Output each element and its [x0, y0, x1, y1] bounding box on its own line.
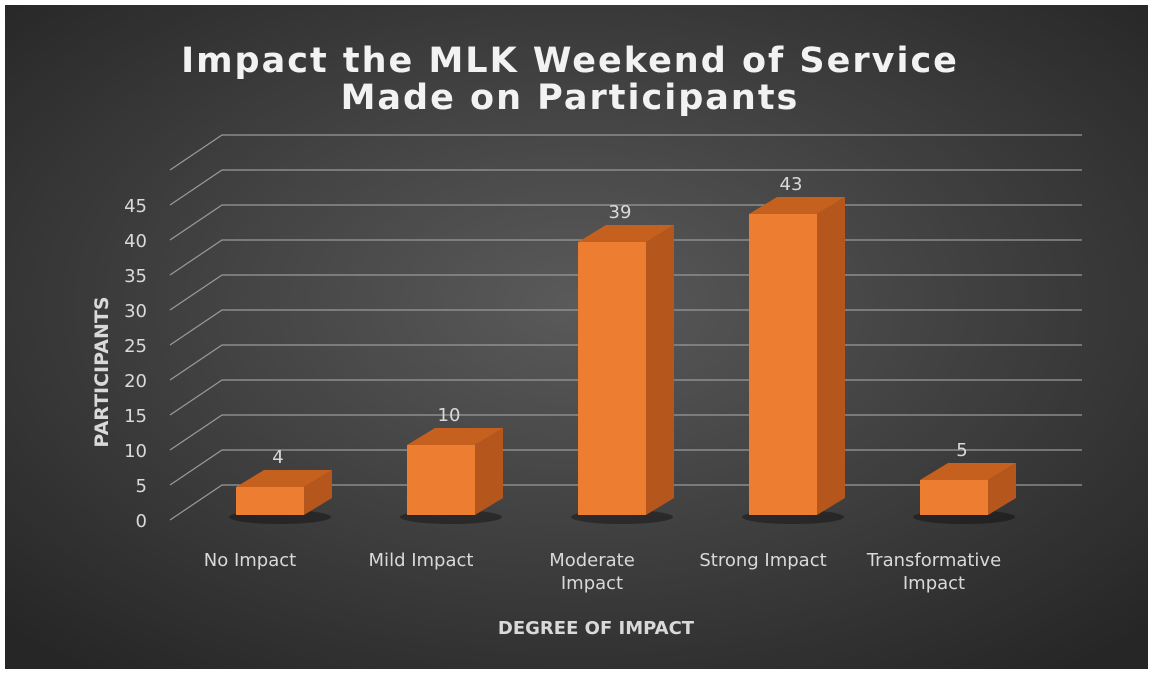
y-tick-label: 40: [124, 231, 147, 252]
bar-side: [988, 463, 1016, 515]
y-tick-label: 5: [136, 476, 147, 497]
bar-top: [578, 225, 674, 242]
x-tick-label: Strong Impact: [699, 550, 826, 571]
bar: [920, 480, 988, 515]
bar: [749, 214, 817, 515]
bar-side: [304, 470, 332, 515]
data-label: 10: [438, 405, 461, 426]
chart-title: Impact the MLK Weekend of Service Made on…: [181, 41, 959, 118]
y-tick-label: 45: [124, 196, 147, 217]
bar-top: [407, 428, 503, 445]
bar-side: [475, 428, 503, 515]
bar: [407, 445, 475, 515]
y-tick-label: 10: [124, 441, 147, 462]
x-tick-label: Moderate Impact: [549, 550, 635, 594]
grid-line: [169, 134, 1082, 171]
y-tick-label: 35: [124, 266, 147, 287]
bar-side: [646, 225, 674, 515]
grid-line: [169, 169, 1082, 206]
x-tick-label: Mild Impact: [369, 550, 474, 571]
x-axis-title: DEGREE OF IMPACT: [498, 618, 695, 639]
y-tick-label: 15: [124, 406, 147, 427]
bar: [578, 242, 646, 515]
bar-top: [920, 463, 1016, 480]
y-tick-label: 25: [124, 336, 147, 357]
x-tick-label: Transformative Impact: [866, 550, 1001, 594]
bar: [236, 487, 304, 515]
data-label: 43: [780, 174, 803, 195]
y-tick-label: 30: [124, 301, 147, 322]
y-axis-title: PARTICIPANTS: [91, 296, 113, 447]
data-label: 39: [609, 202, 632, 223]
y-tick-label: 0: [136, 511, 147, 532]
bar-top: [236, 470, 332, 487]
data-label: 5: [956, 440, 967, 461]
bar-side: [817, 197, 845, 515]
data-label: 4: [272, 447, 283, 468]
bar-top: [749, 197, 845, 214]
chart-background: [5, 5, 1148, 669]
x-tick-label: No Impact: [204, 550, 296, 571]
y-tick-label: 20: [124, 371, 147, 392]
